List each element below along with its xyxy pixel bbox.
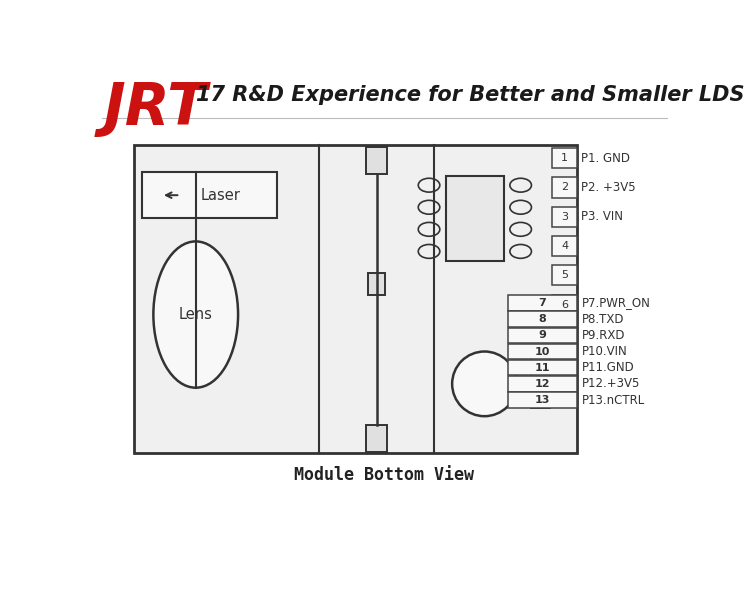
Bar [552,265,577,285]
Ellipse shape [510,244,532,259]
Text: P10.VIN: P10.VIN [581,345,627,358]
Ellipse shape [510,178,532,192]
Text: Laser: Laser [201,188,241,203]
Text: 2: 2 [561,182,568,193]
Text: P1. GND: P1. GND [581,152,631,165]
Text: 1: 1 [561,153,568,163]
Text: P7.PWR_ON: P7.PWR_ON [581,296,650,310]
Bar [552,178,577,197]
Text: 7: 7 [538,298,546,308]
Text: JRT: JRT [104,80,207,137]
Text: P11.GND: P11.GND [581,361,634,374]
Bar [552,207,577,227]
Ellipse shape [510,200,532,214]
Text: Module Bottom View: Module Bottom View [294,466,474,484]
Bar [134,145,577,453]
Bar [368,273,386,295]
Bar [531,358,550,409]
Bar [552,148,577,168]
Text: P2. +3V5: P2. +3V5 [581,181,636,194]
Text: 5: 5 [561,270,568,280]
Text: 9: 9 [538,331,546,340]
Bar [508,328,577,343]
Bar [552,236,577,256]
Text: P13.nCTRL: P13.nCTRL [581,394,645,407]
Text: P12.+3V5: P12.+3V5 [581,377,640,391]
Ellipse shape [419,200,440,214]
Ellipse shape [419,223,440,236]
Bar [366,146,388,173]
Bar [508,392,577,408]
Text: 10: 10 [535,347,550,356]
Bar [508,344,577,359]
Text: Lens: Lens [178,307,213,322]
Text: 8: 8 [538,314,546,324]
Text: 6: 6 [561,299,568,310]
Bar [508,295,577,311]
Bar [508,376,577,392]
Text: 12: 12 [535,379,550,389]
Text: 17 R&D Experience for Better and Smaller LDS: 17 R&D Experience for Better and Smaller… [196,85,744,105]
Bar [142,172,277,218]
Text: 11: 11 [535,362,550,373]
Bar [446,176,504,260]
Text: P9.RXD: P9.RXD [581,329,625,342]
Text: 13: 13 [535,395,550,405]
Bar [366,425,388,452]
Bar [508,311,577,327]
Text: 4: 4 [561,241,568,251]
Circle shape [452,352,517,416]
Bar [552,295,577,314]
Text: 3: 3 [561,212,568,222]
Text: P8.TXD: P8.TXD [581,313,624,326]
Ellipse shape [419,244,440,259]
Ellipse shape [419,178,440,192]
Bar [508,360,577,376]
Text: P3. VIN: P3. VIN [581,210,623,223]
Ellipse shape [510,223,532,236]
Ellipse shape [153,241,238,388]
